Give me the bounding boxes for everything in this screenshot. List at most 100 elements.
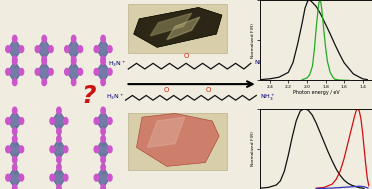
Circle shape bbox=[13, 79, 17, 86]
Polygon shape bbox=[96, 61, 110, 82]
Polygon shape bbox=[8, 111, 22, 131]
Circle shape bbox=[13, 58, 17, 65]
Circle shape bbox=[35, 46, 40, 53]
Circle shape bbox=[101, 79, 105, 86]
Polygon shape bbox=[67, 61, 80, 82]
Circle shape bbox=[13, 136, 17, 142]
Text: O: O bbox=[205, 87, 211, 93]
Circle shape bbox=[94, 68, 99, 75]
Circle shape bbox=[108, 146, 112, 153]
Circle shape bbox=[49, 68, 53, 75]
Circle shape bbox=[101, 164, 105, 171]
Circle shape bbox=[108, 46, 112, 53]
Circle shape bbox=[78, 46, 83, 53]
Polygon shape bbox=[8, 167, 22, 188]
Circle shape bbox=[64, 174, 68, 181]
Text: $\mathsf{H_3N^+}$: $\mathsf{H_3N^+}$ bbox=[108, 59, 127, 69]
Circle shape bbox=[13, 128, 17, 135]
Circle shape bbox=[71, 35, 76, 42]
Circle shape bbox=[6, 174, 10, 181]
Text: $\mathsf{NH_3^+}$: $\mathsf{NH_3^+}$ bbox=[260, 92, 276, 103]
Polygon shape bbox=[96, 167, 110, 188]
Circle shape bbox=[50, 118, 54, 124]
Circle shape bbox=[6, 118, 10, 124]
Polygon shape bbox=[52, 111, 66, 131]
Circle shape bbox=[101, 107, 105, 114]
Circle shape bbox=[108, 118, 112, 124]
Circle shape bbox=[57, 128, 61, 135]
Circle shape bbox=[6, 46, 10, 53]
Polygon shape bbox=[38, 61, 51, 82]
Polygon shape bbox=[150, 13, 192, 36]
Circle shape bbox=[19, 146, 24, 153]
Circle shape bbox=[65, 68, 69, 75]
Circle shape bbox=[13, 185, 17, 189]
Circle shape bbox=[101, 35, 105, 42]
Circle shape bbox=[101, 156, 105, 163]
Circle shape bbox=[19, 46, 24, 53]
Circle shape bbox=[94, 46, 99, 53]
Circle shape bbox=[65, 46, 69, 53]
Circle shape bbox=[101, 128, 105, 135]
Polygon shape bbox=[52, 167, 66, 188]
Circle shape bbox=[13, 156, 17, 163]
X-axis label: Photon energy / eV: Photon energy / eV bbox=[293, 90, 340, 95]
Circle shape bbox=[42, 56, 46, 63]
Text: O: O bbox=[183, 53, 189, 59]
Circle shape bbox=[71, 56, 76, 63]
Circle shape bbox=[6, 68, 10, 75]
Text: O: O bbox=[164, 87, 170, 93]
Text: ?: ? bbox=[81, 84, 96, 108]
Circle shape bbox=[49, 46, 53, 53]
Polygon shape bbox=[167, 17, 200, 40]
Circle shape bbox=[94, 118, 99, 124]
Circle shape bbox=[42, 79, 46, 86]
Polygon shape bbox=[137, 113, 219, 166]
Circle shape bbox=[42, 58, 46, 65]
Circle shape bbox=[108, 68, 112, 75]
Polygon shape bbox=[96, 39, 110, 60]
Polygon shape bbox=[134, 8, 222, 47]
Circle shape bbox=[108, 174, 112, 181]
Circle shape bbox=[19, 174, 24, 181]
Polygon shape bbox=[8, 61, 22, 82]
Circle shape bbox=[42, 35, 46, 42]
Circle shape bbox=[35, 68, 40, 75]
Circle shape bbox=[50, 174, 54, 181]
Circle shape bbox=[94, 174, 99, 181]
Circle shape bbox=[50, 146, 54, 153]
Polygon shape bbox=[164, 19, 194, 38]
Y-axis label: Normalized F(R): Normalized F(R) bbox=[251, 23, 255, 58]
Circle shape bbox=[13, 35, 17, 42]
Polygon shape bbox=[96, 111, 110, 131]
Circle shape bbox=[57, 156, 61, 163]
FancyBboxPatch shape bbox=[128, 113, 227, 170]
Circle shape bbox=[13, 164, 17, 171]
Text: $\mathsf{H_3N^+}$: $\mathsf{H_3N^+}$ bbox=[106, 92, 124, 102]
Circle shape bbox=[94, 146, 99, 153]
FancyBboxPatch shape bbox=[128, 4, 227, 53]
Circle shape bbox=[101, 56, 105, 63]
Circle shape bbox=[57, 164, 61, 171]
Circle shape bbox=[13, 56, 17, 63]
Polygon shape bbox=[148, 15, 192, 34]
Polygon shape bbox=[96, 139, 110, 160]
Y-axis label: Normalized F(R): Normalized F(R) bbox=[251, 131, 255, 166]
Circle shape bbox=[19, 118, 24, 124]
Polygon shape bbox=[8, 39, 22, 60]
Circle shape bbox=[13, 107, 17, 114]
Circle shape bbox=[57, 185, 61, 189]
Circle shape bbox=[64, 118, 68, 124]
Polygon shape bbox=[148, 117, 185, 147]
Circle shape bbox=[101, 58, 105, 65]
Circle shape bbox=[6, 146, 10, 153]
Polygon shape bbox=[8, 139, 22, 160]
Circle shape bbox=[71, 58, 76, 65]
Polygon shape bbox=[67, 39, 80, 60]
Circle shape bbox=[57, 136, 61, 142]
Circle shape bbox=[101, 136, 105, 142]
Polygon shape bbox=[134, 8, 222, 47]
Circle shape bbox=[101, 185, 105, 189]
Circle shape bbox=[64, 146, 68, 153]
Text: $\mathsf{NH_3^+}$: $\mathsf{NH_3^+}$ bbox=[254, 59, 269, 70]
